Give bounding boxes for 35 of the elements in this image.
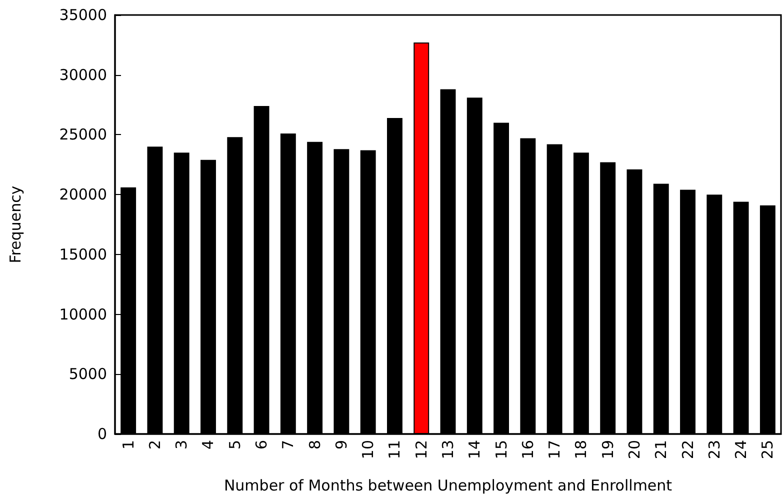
x-tick-label: 16: [518, 440, 537, 460]
y-tick-label: 30000: [59, 66, 107, 84]
y-tick-label: 0: [97, 425, 107, 443]
x-tick-label: 24: [732, 440, 750, 460]
y-tick-label: 25000: [59, 126, 107, 144]
x-tick-label: 9: [332, 440, 350, 450]
x-tick-label: 12: [412, 440, 430, 460]
x-tick-label: 17: [546, 440, 564, 460]
x-tick-label: 15: [492, 440, 510, 460]
x-tick-label: 23: [705, 440, 724, 460]
x-tick-label: 22: [678, 440, 697, 460]
x-tick-label: 7: [279, 440, 298, 450]
x-tick-label: 6: [252, 440, 271, 450]
x-tick-label: 8: [306, 440, 324, 450]
x-tick-label: 21: [652, 440, 670, 460]
x-tick-label: 1: [119, 440, 138, 450]
x-tick-label: 2: [146, 440, 164, 450]
y-tick-label: 20000: [59, 186, 107, 204]
x-tick-label: 18: [572, 440, 590, 460]
y-axis-title: Frequency: [6, 186, 24, 264]
x-tick-label: 10: [359, 440, 378, 460]
x-tick-label: 3: [172, 440, 191, 450]
y-tick-label: 35000: [59, 6, 107, 24]
x-tick-label: 25: [758, 440, 777, 460]
x-tick-label: 4: [199, 440, 218, 450]
y-tick-label: 15000: [59, 245, 107, 264]
x-tick-label: 11: [386, 440, 404, 460]
x-tick-label: 5: [226, 440, 244, 450]
x-tick-label: 13: [439, 440, 457, 460]
x-tick-label: 14: [466, 440, 484, 460]
x-tick-label: 19: [598, 440, 617, 460]
x-axis-title: Number of Months between Unemployment and Enrollment: [224, 476, 672, 494]
x-tick-label: 20: [625, 440, 644, 460]
y-tick-label: 10000: [59, 305, 107, 324]
y-tick-label: 5000: [68, 365, 107, 384]
